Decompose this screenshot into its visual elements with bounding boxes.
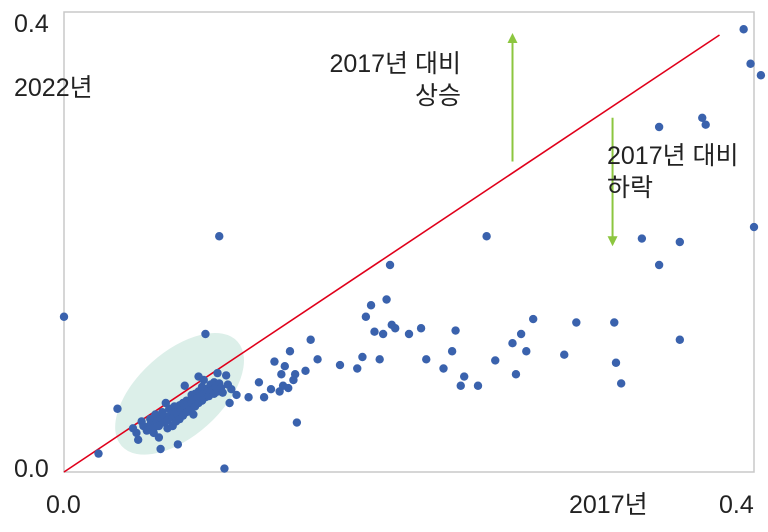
x-axis-label: 2017년: [569, 491, 648, 519]
data-point: [225, 398, 234, 408]
data-point: [189, 410, 198, 419]
y-axis-label: 2022년: [14, 74, 93, 102]
data-point: [313, 355, 322, 364]
data-point: [358, 352, 367, 362]
data-point: [529, 314, 538, 324]
data-point: [285, 347, 295, 356]
data-point: [572, 318, 581, 327]
data-point: [220, 464, 229, 473]
data-point: [456, 381, 465, 390]
data-point: [292, 418, 302, 427]
data-point: [113, 404, 122, 413]
data-point: [132, 428, 141, 438]
data-point: [491, 356, 500, 365]
data-point: [361, 312, 371, 321]
data-point: [511, 370, 521, 379]
data-point: [422, 355, 431, 364]
data-point: [370, 327, 379, 336]
y-tick-label-top: 0.4: [14, 10, 49, 38]
data-point: [746, 59, 755, 68]
data-point: [232, 390, 241, 400]
fall-arrow-head: [607, 236, 618, 247]
annotation-fall-line1: 2017년 대비: [607, 142, 739, 170]
data-point: [482, 232, 491, 241]
data-point: [270, 357, 279, 366]
data-point: [59, 312, 69, 321]
data-point: [215, 232, 224, 241]
data-point: [756, 71, 766, 80]
data-point: [213, 368, 222, 378]
y-tick-label-bottom: 0.0: [14, 455, 49, 483]
annotation-fall-line2: 하락: [607, 174, 654, 202]
data-point: [404, 329, 414, 339]
data-point: [378, 329, 388, 339]
annotation-rise: 2017년 대비 상승: [329, 52, 461, 109]
data-point: [366, 301, 376, 310]
data-point: [244, 393, 253, 402]
data-point: [156, 444, 165, 454]
data-point: [749, 222, 759, 232]
data-point: [654, 260, 664, 270]
data-point: [201, 329, 210, 339]
data-point: [439, 364, 448, 373]
data-point: [194, 372, 203, 381]
data-point: [508, 339, 517, 348]
data-point: [259, 393, 269, 402]
data-point: [610, 318, 619, 327]
data-point: [560, 350, 569, 359]
x-tick-label-right: 0.4: [719, 491, 754, 519]
data-point: [218, 388, 227, 397]
data-point: [451, 326, 460, 335]
data-point: [254, 378, 264, 387]
plot-frame: [63, 11, 755, 473]
data-point: [375, 355, 384, 364]
data-point: [473, 381, 483, 390]
annotation-rise-line1: 2017년 대비: [329, 50, 461, 78]
data-point: [280, 362, 289, 371]
data-point: [335, 360, 345, 370]
data-point: [637, 234, 647, 243]
data-point: [277, 370, 286, 379]
data-point: [675, 335, 685, 344]
data-point: [416, 324, 426, 333]
data-point: [290, 370, 300, 379]
data-point: [94, 449, 103, 458]
data-point: [739, 25, 748, 34]
data-point: [180, 381, 189, 390]
data-point: [173, 440, 183, 449]
data-point: [447, 347, 457, 356]
data-point: [221, 371, 231, 380]
data-point: [266, 385, 276, 394]
data-point: [385, 260, 395, 270]
data-point: [675, 237, 685, 247]
data-point: [654, 122, 664, 132]
annotation-rise-line2: 상승: [414, 82, 461, 110]
data-point: [698, 113, 707, 123]
data-point: [616, 379, 626, 388]
data-point: [133, 435, 143, 444]
data-point: [227, 385, 236, 394]
data-point: [611, 358, 621, 367]
data-point: [701, 120, 710, 129]
data-point: [306, 335, 315, 344]
data-point: [382, 295, 391, 304]
annotation-fall: 2017년 대비 하락: [607, 144, 739, 201]
data-point: [353, 364, 362, 373]
data-point: [391, 324, 400, 333]
rise-arrow-head: [507, 33, 518, 43]
x-tick-label-left: 0.0: [46, 491, 81, 519]
data-point: [284, 383, 293, 393]
reference-line: [63, 34, 720, 473]
data-point: [149, 428, 158, 438]
data-point: [522, 347, 531, 356]
data-point: [516, 329, 526, 339]
data-point: [460, 372, 469, 381]
data-point: [301, 366, 310, 375]
